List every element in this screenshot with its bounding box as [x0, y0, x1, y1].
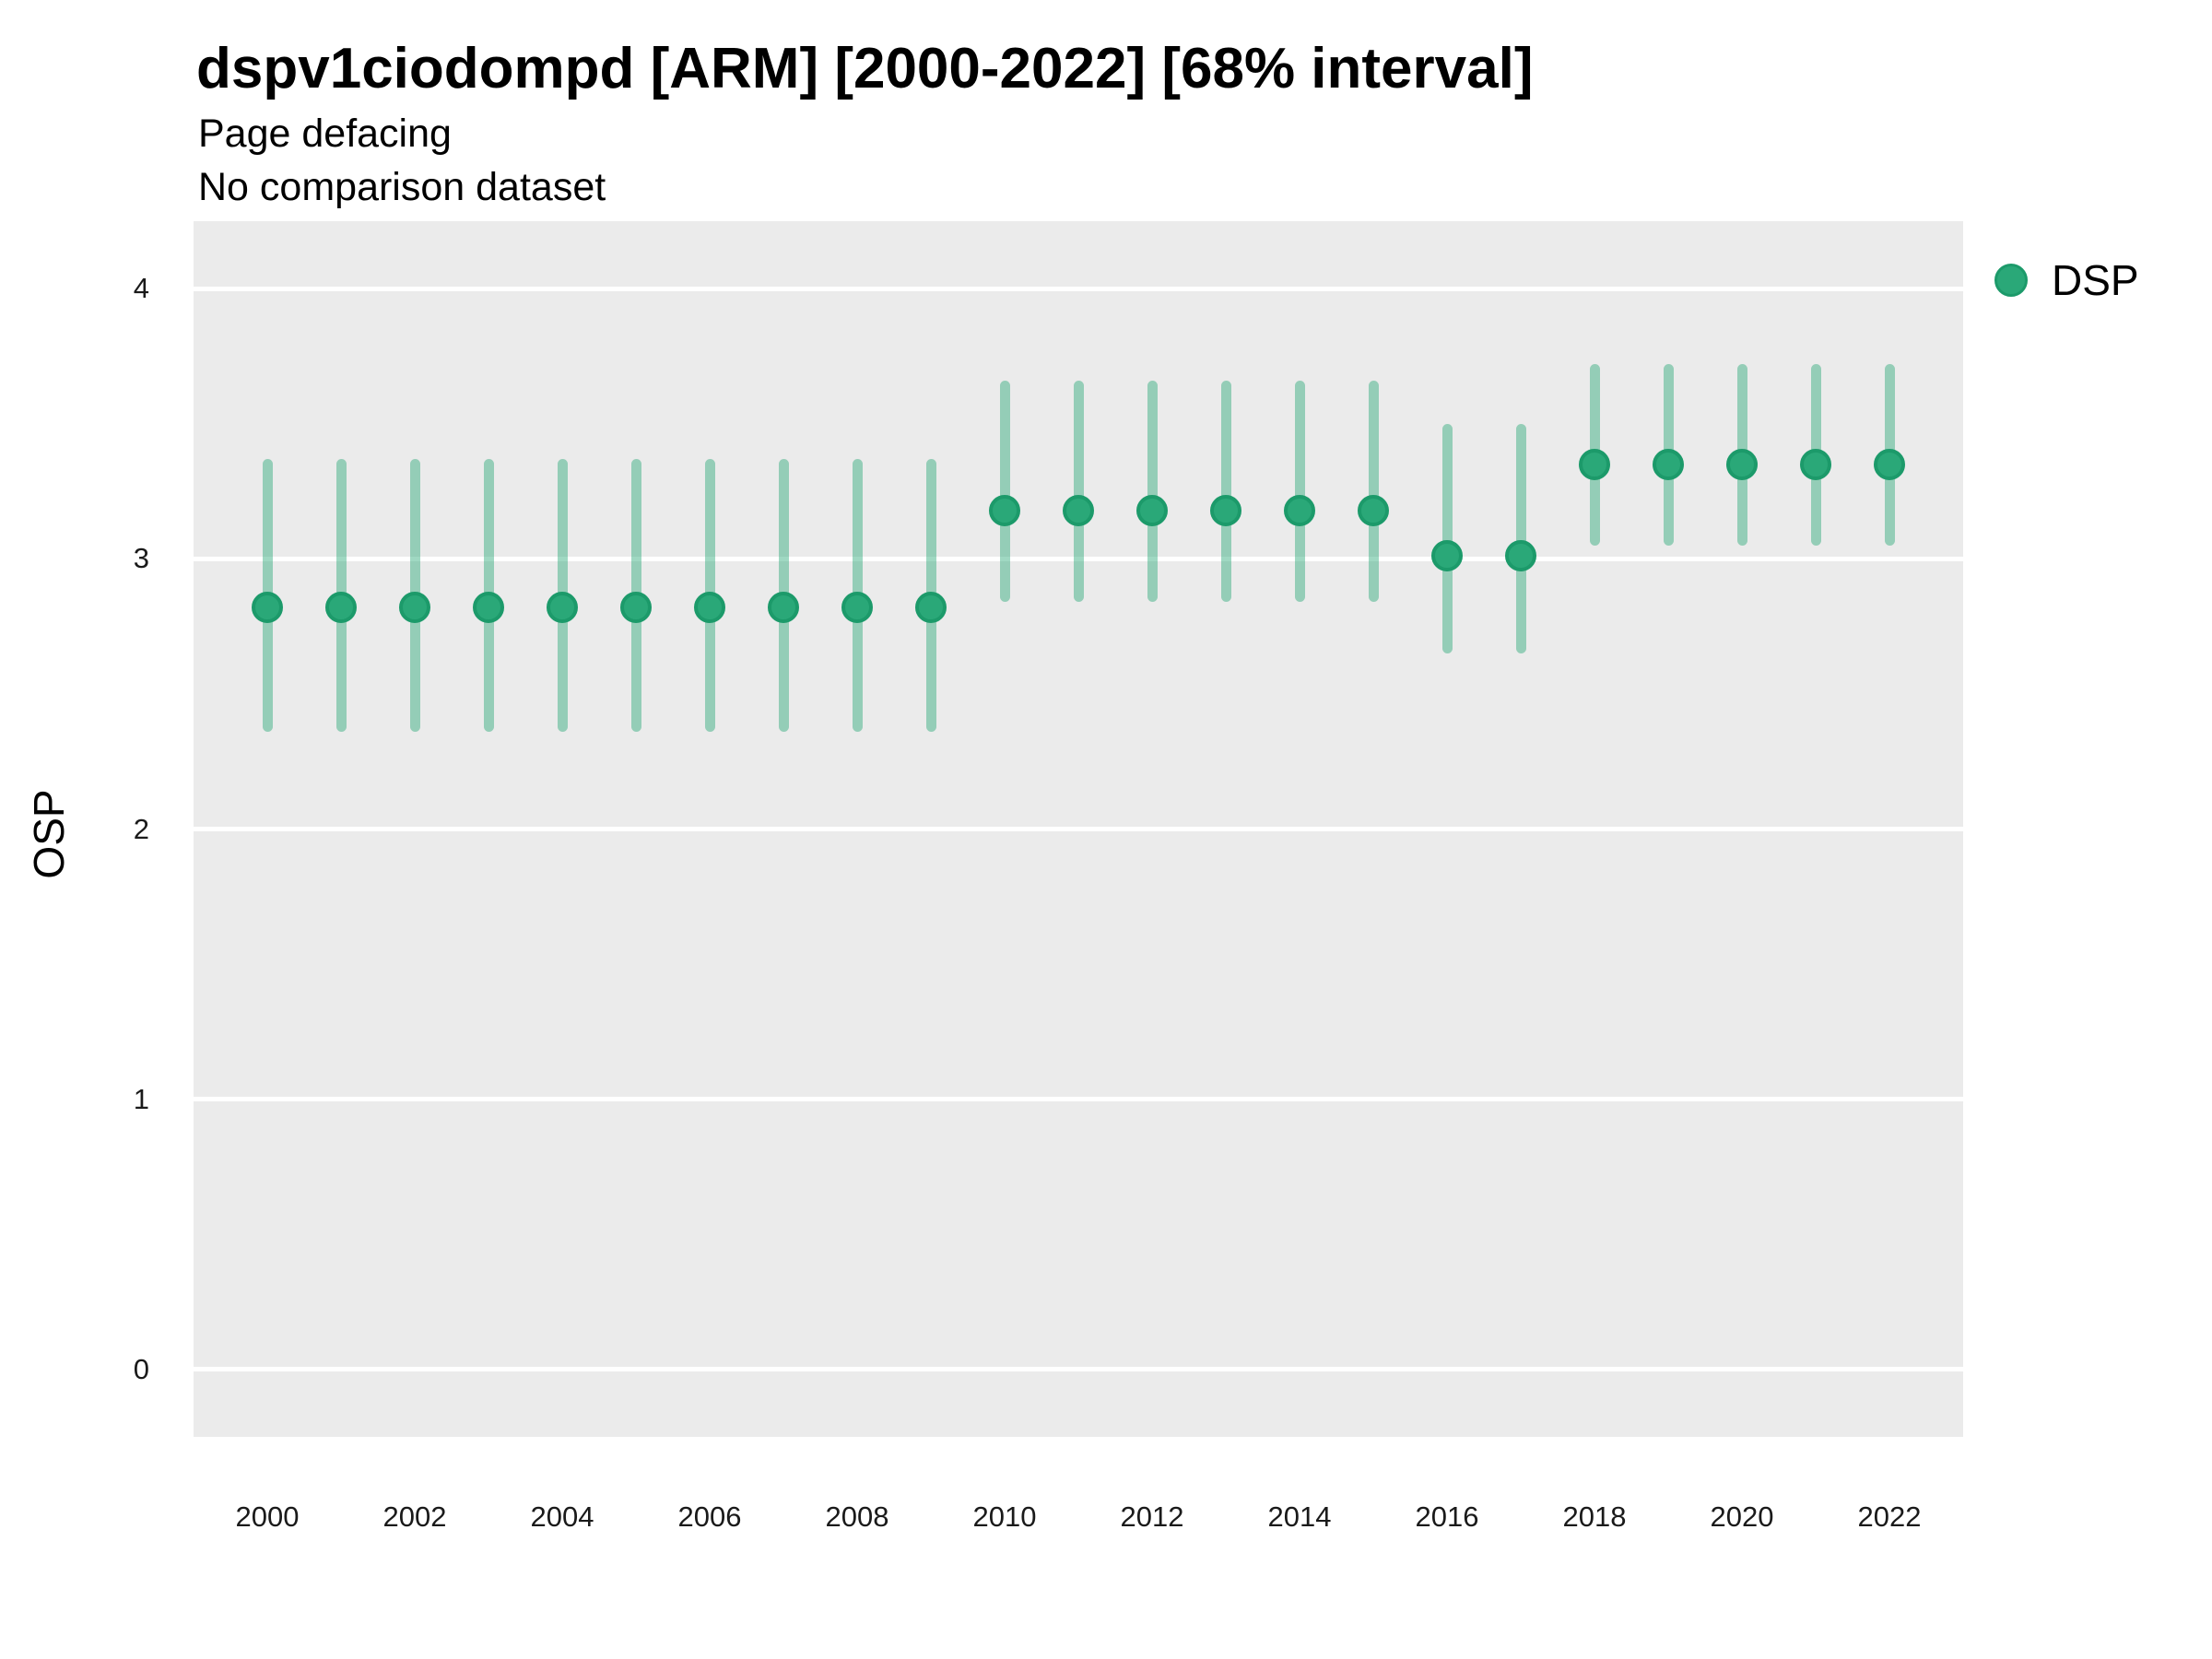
data-point-2021: [1800, 448, 1831, 480]
data-point-2022: [1874, 448, 1905, 480]
data-point-2013: [1210, 494, 1241, 526]
data-point-2019: [1653, 448, 1684, 480]
gridline-y-1: [194, 1097, 1963, 1102]
plot-panel: [194, 221, 1963, 1437]
chart-title: dspv1ciodompd [ARM] [2000-2022] [68% int…: [196, 37, 1534, 100]
data-point-2000: [252, 592, 283, 624]
interval-bar-2015: [1368, 380, 1379, 603]
data-point-2005: [620, 592, 652, 624]
data-point-2007: [768, 592, 799, 624]
y-tick-label-3: 3: [133, 542, 149, 575]
x-tick-label-2008: 2008: [825, 1500, 889, 1533]
data-point-2020: [1726, 448, 1758, 480]
data-point-2017: [1505, 540, 1536, 572]
data-point-2001: [325, 592, 357, 624]
gridline-y-2: [194, 827, 1963, 831]
x-tick-label-2018: 2018: [1562, 1500, 1627, 1533]
data-point-2014: [1284, 494, 1315, 526]
y-tick-label-0: 0: [133, 1352, 149, 1385]
data-point-2018: [1579, 448, 1610, 480]
x-tick-label-2010: 2010: [972, 1500, 1037, 1533]
x-tick-label-2000: 2000: [235, 1500, 300, 1533]
data-point-2011: [1063, 494, 1094, 526]
data-point-2003: [473, 592, 504, 624]
data-point-2006: [694, 592, 725, 624]
interval-bar-2011: [1073, 380, 1084, 603]
data-point-2009: [915, 592, 947, 624]
gridline-y-3: [194, 556, 1963, 561]
y-tick-label-1: 1: [133, 1082, 149, 1115]
gridline-y-4: [194, 286, 1963, 291]
x-tick-label-2014: 2014: [1267, 1500, 1332, 1533]
data-point-2008: [841, 592, 873, 624]
x-tick-label-2022: 2022: [1857, 1500, 1922, 1533]
interval-bar-2010: [999, 380, 1010, 603]
legend-series-label: DSP: [2052, 256, 2139, 304]
x-tick-label-2020: 2020: [1710, 1500, 1774, 1533]
x-tick-label-2012: 2012: [1120, 1500, 1184, 1533]
interval-bar-2016: [1441, 423, 1453, 653]
data-point-2012: [1136, 494, 1168, 526]
x-tick-label-2006: 2006: [677, 1500, 742, 1533]
chart-subtitle-line2: No comparison dataset: [198, 165, 606, 209]
data-point-2015: [1358, 494, 1389, 526]
interval-bar-2014: [1294, 380, 1305, 603]
interval-bar-2012: [1147, 380, 1158, 603]
x-tick-label-2016: 2016: [1415, 1500, 1479, 1533]
interval-bar-2013: [1220, 380, 1231, 603]
data-point-2002: [399, 592, 430, 624]
chart-subtitle-line1: Page defacing: [198, 112, 452, 156]
data-point-2004: [547, 592, 578, 624]
legend: DSP: [1994, 259, 2139, 301]
y-tick-label-2: 2: [133, 812, 149, 845]
x-tick-label-2002: 2002: [382, 1500, 447, 1533]
gridline-y-0: [194, 1367, 1963, 1372]
data-point-2016: [1431, 540, 1463, 572]
x-tick-label-2004: 2004: [530, 1500, 594, 1533]
legend-marker-icon: [1994, 264, 2028, 297]
interval-bar-2017: [1515, 423, 1526, 653]
data-point-2010: [989, 494, 1020, 526]
y-tick-label-4: 4: [133, 272, 149, 305]
